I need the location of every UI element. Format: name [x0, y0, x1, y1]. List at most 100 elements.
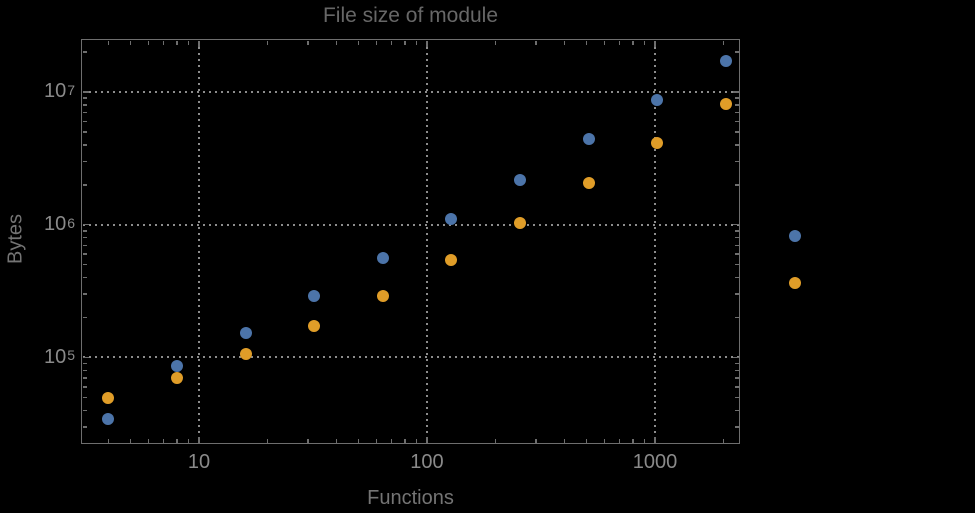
- plot-frame: [81, 39, 740, 444]
- x-minor-tick-500-top: [585, 40, 588, 45]
- x-minor-tick-800-top: [632, 40, 634, 45]
- x-minor-tick-60-top: [375, 40, 378, 45]
- x-minor-tick-50-bottom: [357, 438, 360, 443]
- y-minor-tick-5000000-left: [82, 131, 87, 133]
- y-major-tick-1e7-right: [732, 91, 739, 93]
- y-minor-tick-2000000-right: [734, 184, 739, 186]
- x-minor-tick-800-bottom: [632, 438, 634, 443]
- x-minor-tick-900-bottom: [643, 438, 646, 443]
- y-tick-label-1e6: 10 6: [43, 213, 75, 236]
- y-tick-label-1e7: 10 7: [43, 80, 75, 103]
- y-minor-tick-500000-left: [82, 263, 87, 266]
- x-minor-tick-40-top: [335, 40, 337, 45]
- point-blue-x128: [445, 213, 458, 226]
- y-minor-tick-30000-right: [734, 426, 739, 428]
- x-minor-tick-30-bottom: [307, 438, 309, 443]
- x-minor-tick-6-bottom: [147, 438, 150, 443]
- y-minor-tick-5000000-right: [734, 131, 739, 133]
- y-minor-tick-900000-right: [734, 230, 739, 232]
- point-orange-x2048: [719, 98, 732, 110]
- x-minor-tick-70-top: [390, 40, 393, 45]
- y-minor-tick-9000000-left: [82, 97, 87, 99]
- point-blue-x8: [170, 359, 183, 372]
- y-major-tick-1e5-left: [82, 356, 89, 359]
- point-blue-x32: [308, 290, 321, 303]
- x-minor-tick-300-top: [535, 40, 537, 45]
- point-orange-x16: [239, 347, 252, 360]
- y-minor-tick-60000-left: [82, 386, 87, 388]
- point-blue-x2048: [719, 55, 732, 68]
- x-minor-tick-300-bottom: [535, 438, 537, 443]
- y-minor-tick-300000-left: [82, 293, 87, 295]
- y-minor-tick-4000000-left: [82, 144, 87, 146]
- x-minor-tick-40-bottom: [335, 438, 337, 443]
- y-minor-tick-90000-left: [82, 362, 87, 365]
- y-minor-tick-3000000-left: [82, 160, 87, 163]
- x-major-tick-100-top: [426, 40, 428, 47]
- x-minor-tick-200-bottom: [494, 438, 497, 443]
- x-minor-tick-30-top: [307, 40, 309, 45]
- point-blue-x4096: [788, 229, 801, 242]
- y-minor-tick-4000000-right: [734, 144, 739, 146]
- y-minor-tick-8000000-left: [82, 104, 87, 106]
- x-axis-label: Functions: [367, 487, 454, 509]
- x-minor-tick-90-bottom: [415, 438, 418, 443]
- point-blue-x256: [514, 174, 527, 187]
- y-major-tick-1e5-right: [732, 356, 739, 359]
- x-major-tick-10-top: [198, 40, 200, 47]
- x-minor-tick-2000-top: [722, 40, 725, 45]
- y-minor-tick-900000-left: [82, 230, 87, 232]
- y-minor-tick-600000-left: [82, 253, 87, 255]
- y-minor-tick-80000-right: [734, 369, 739, 372]
- x-minor-tick-20-top: [266, 40, 269, 45]
- x-minor-tick-4-bottom: [107, 438, 109, 443]
- x-minor-tick-90-top: [415, 40, 418, 45]
- point-orange-x1024: [651, 136, 664, 149]
- x-minor-tick-400-bottom: [563, 438, 566, 443]
- point-orange-x32: [308, 319, 321, 332]
- y-minor-tick-6000000-right: [734, 120, 739, 123]
- y-minor-tick-200000-left: [82, 316, 87, 319]
- y-minor-tick-20000000-left: [82, 51, 87, 53]
- y-minor-tick-9000000-right: [734, 97, 739, 99]
- x-tick-label-10: 10: [187, 451, 211, 473]
- y-minor-tick-90000-right: [734, 362, 739, 365]
- y-minor-tick-400000-right: [734, 276, 739, 279]
- y-minor-tick-600000-right: [734, 253, 739, 255]
- y-minor-tick-50000-right: [734, 396, 739, 399]
- x-tick-label-100: 100: [410, 451, 444, 473]
- y-minor-tick-7000000-right: [734, 111, 739, 114]
- y-minor-tick-7000000-left: [82, 111, 87, 114]
- x-minor-tick-500-bottom: [585, 438, 588, 443]
- x-minor-tick-8-top: [176, 40, 178, 45]
- x-minor-tick-7-bottom: [162, 438, 165, 443]
- x-minor-tick-8-bottom: [176, 438, 178, 443]
- y-minor-tick-70000-right: [734, 377, 739, 379]
- point-orange-x8: [170, 371, 183, 384]
- y-minor-tick-500000-right: [734, 263, 739, 266]
- x-minor-tick-80-bottom: [404, 438, 406, 443]
- x-minor-tick-400-top: [563, 40, 566, 45]
- x-minor-tick-4-top: [107, 40, 109, 45]
- point-blue-x64: [376, 251, 389, 264]
- y-minor-tick-200000-right: [734, 316, 739, 319]
- y-minor-tick-700000-right: [734, 244, 739, 247]
- y-major-tick-1e6-right: [732, 223, 739, 226]
- x-major-tick-10-bottom: [198, 436, 200, 443]
- x-minor-tick-80-top: [404, 40, 406, 45]
- y-minor-tick-70000-left: [82, 377, 87, 379]
- y-minor-tick-400000-left: [82, 276, 87, 279]
- x-minor-tick-7-top: [162, 40, 165, 45]
- x-minor-tick-600-top: [603, 40, 606, 45]
- y-minor-tick-30000-left: [82, 426, 87, 428]
- y-minor-tick-40000-right: [734, 409, 739, 412]
- y-major-tick-1e6-left: [82, 223, 89, 226]
- x-tick-label-1000: 1000: [632, 451, 678, 473]
- x-minor-tick-6-top: [147, 40, 150, 45]
- x-minor-tick-700-top: [618, 40, 621, 45]
- point-orange-x4096: [788, 277, 801, 289]
- y-minor-tick-60000-right: [734, 386, 739, 388]
- x-major-tick-1000-top: [654, 40, 656, 47]
- y-minor-tick-6000000-left: [82, 120, 87, 123]
